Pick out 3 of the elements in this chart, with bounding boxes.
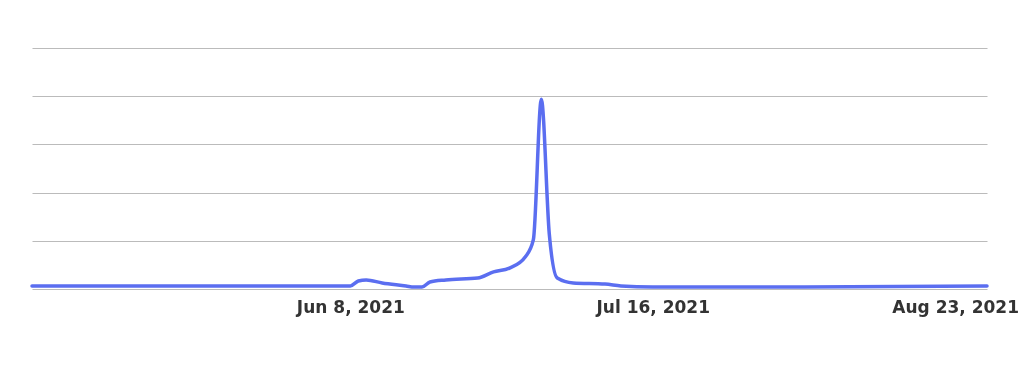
x-tick-label: Jul 16, 2021 — [595, 296, 711, 317]
x-tick-label: Aug 23, 2021 — [892, 296, 1020, 317]
x-tick-label: Jun 8, 2021 — [295, 296, 405, 317]
